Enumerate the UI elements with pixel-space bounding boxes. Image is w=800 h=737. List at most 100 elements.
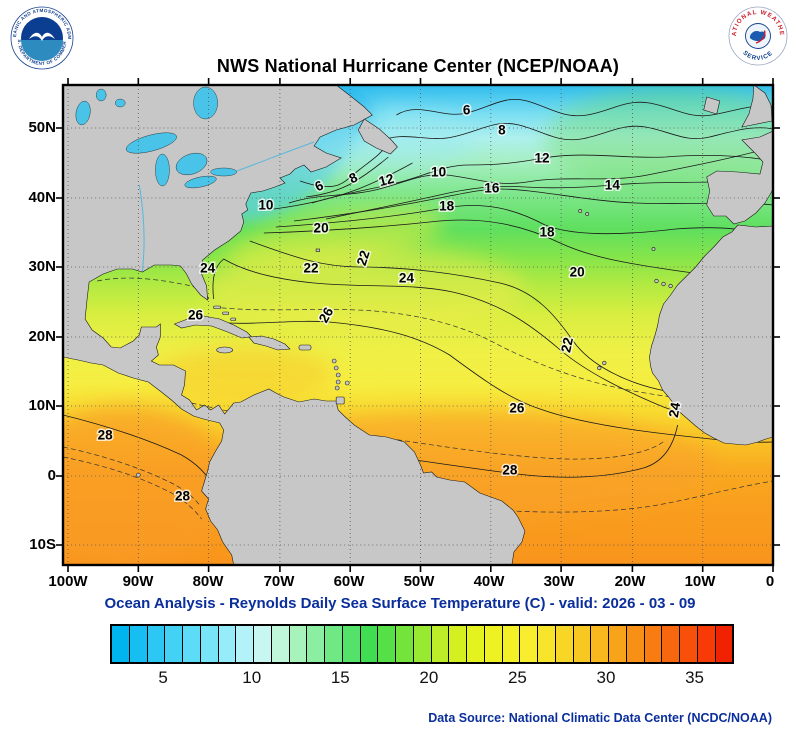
colorbar-segment xyxy=(662,626,680,662)
contour-label: 8 xyxy=(498,123,506,138)
nws-logo: NATIONAL WEATHER SERVICE xyxy=(728,6,788,66)
jamaica-island xyxy=(216,346,234,354)
colorbar-segment xyxy=(396,626,414,662)
caribbean-warm-overlay xyxy=(153,347,335,403)
colorbar-segment xyxy=(289,626,308,662)
lon-axis-label: 100W xyxy=(48,573,88,590)
lesser-antilles xyxy=(344,380,350,386)
sst-map: 6 8 12 14 6 8 12 10 16 18 10 20 18 24 22 22 24 20 26 26 22 24… xyxy=(55,78,781,572)
puerto-rico-island xyxy=(298,344,312,351)
noaa-seagull-icon xyxy=(29,32,55,41)
colorbar-segment xyxy=(538,626,556,662)
contour-label: 24 xyxy=(399,271,415,286)
colorbar-segment xyxy=(680,626,698,662)
contour-label: 20 xyxy=(314,221,329,236)
colorbar-segment xyxy=(183,626,201,662)
nws-swirl-icon xyxy=(755,30,766,44)
colorbar-segment xyxy=(342,626,361,662)
temperature-colorbar xyxy=(110,624,734,664)
northern-lake xyxy=(95,88,107,102)
contour-label: 10 xyxy=(431,165,446,180)
contour-label: 12 xyxy=(534,151,549,166)
pacific-warm-overlay xyxy=(63,405,234,565)
contour-label: 28 xyxy=(502,463,518,478)
colorbar-segment xyxy=(236,626,254,662)
ireland-island xyxy=(703,96,721,115)
lon-axis-label: 40W xyxy=(473,573,505,590)
colorbar-segment xyxy=(449,626,467,662)
lon-axis-label: 80W xyxy=(192,573,224,590)
colorbar-segment xyxy=(413,626,432,662)
mississippi-river xyxy=(138,184,145,272)
contour-label: 26 xyxy=(188,308,204,323)
st-lawrence-river xyxy=(236,141,315,172)
lat-axis-label: 10N xyxy=(28,397,56,414)
colorbar-segment xyxy=(360,626,379,662)
iberia-france-landmass xyxy=(706,130,773,225)
lon-axis-label: 30W xyxy=(543,573,575,590)
colorbar-tick-label: 30 xyxy=(596,668,616,687)
canary-islands xyxy=(654,278,659,284)
colorbar-segment xyxy=(378,626,396,662)
colorbar-tick-labels: 5 10 15 20 25 30 35 xyxy=(110,668,730,690)
colorbar-segment xyxy=(129,626,148,662)
sargasso-warm-overlay xyxy=(203,245,525,335)
lake-superior xyxy=(125,132,177,154)
data-source-note: Data Source: National Climatic Data Cent… xyxy=(428,711,772,725)
cape-verde-islands xyxy=(602,360,607,366)
colorbar-segment xyxy=(715,626,733,662)
lon-axis-label: 70W xyxy=(263,573,295,590)
colorbar-segment xyxy=(555,626,574,662)
land-layer xyxy=(63,85,773,565)
colorbar-segment xyxy=(609,626,627,662)
colorbar-segment xyxy=(218,626,237,662)
lat-axis-label: 10S xyxy=(29,536,56,553)
colorbar-segment xyxy=(697,626,716,662)
bermuda-island xyxy=(315,248,320,252)
map-border xyxy=(61,83,775,567)
lat-axis-label: 40N xyxy=(28,189,56,206)
contour-label: 10 xyxy=(258,198,273,213)
contour-label: 16 xyxy=(484,181,500,196)
lon-axis-label: 90W xyxy=(122,573,154,590)
lat-axis-label: 30N xyxy=(28,258,56,275)
contour-label: 28 xyxy=(98,428,114,443)
lake-huron xyxy=(175,152,208,176)
northern-lake xyxy=(115,98,126,108)
lon-axis-label: 60W xyxy=(333,573,365,590)
james-bay xyxy=(193,86,218,120)
azores-islands xyxy=(585,212,590,216)
contour-label: 20 xyxy=(570,265,585,280)
colorbar-tick-label: 10 xyxy=(242,668,262,687)
africa-landmass xyxy=(649,224,773,446)
contour-label: 24 xyxy=(666,401,684,419)
colorbar-segment xyxy=(271,626,290,662)
colorbar-segment xyxy=(626,626,645,662)
azores-islands xyxy=(578,209,583,213)
colorbar-segment xyxy=(147,626,166,662)
page-title: NWS National Hurricane Center (NCEP/NOAA… xyxy=(216,56,620,76)
colorbar-segment xyxy=(502,626,521,662)
cape-verde-islands xyxy=(597,365,602,371)
bahamas-islands xyxy=(213,305,221,309)
lake-michigan xyxy=(155,153,170,187)
lesser-antilles xyxy=(335,379,341,385)
lesser-antilles xyxy=(333,365,339,371)
contour-label: 6 xyxy=(463,103,471,118)
contour-label: 18 xyxy=(540,225,556,240)
noaa-logo: NATIONAL OCEANIC AND ATMOSPHERIC ADMINIS… xyxy=(10,6,74,70)
lon-axis-label: 20W xyxy=(614,573,646,590)
lesser-antilles xyxy=(334,385,340,391)
colorbar-tick-label: 20 xyxy=(419,668,439,687)
colorbar-tick-label: 5 xyxy=(158,668,168,687)
lake-erie xyxy=(184,175,217,189)
colorbar-segment xyxy=(484,626,503,662)
colorbar-segment xyxy=(254,626,272,662)
contour-label: 22 xyxy=(304,261,319,276)
madeira-island xyxy=(651,247,656,251)
colorbar-segment xyxy=(644,626,663,662)
americas-landmass xyxy=(63,85,526,565)
colorbar-tick-label: 25 xyxy=(507,668,527,687)
newfoundland-island xyxy=(357,118,398,155)
